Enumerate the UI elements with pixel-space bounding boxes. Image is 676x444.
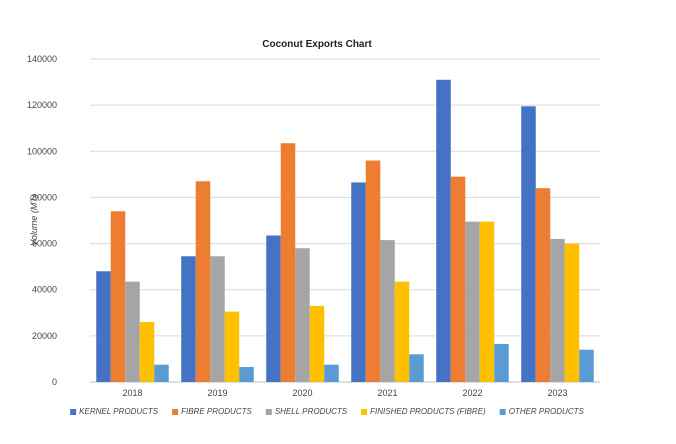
x-tick-label: 2021 xyxy=(377,388,397,398)
bar xyxy=(324,364,339,382)
bar xyxy=(266,235,281,382)
bar xyxy=(479,221,495,382)
legend-item: OTHER PRODUCTS xyxy=(499,407,585,416)
legend-item: FINISHED PRODUCTS (FIBRE) xyxy=(361,407,486,416)
y-tick-label: 120000 xyxy=(27,100,57,110)
bar xyxy=(465,221,480,382)
bar xyxy=(224,311,240,382)
bar xyxy=(181,256,196,382)
y-axis-title: Volume (MT) xyxy=(29,194,39,246)
legend-item: FIBRE PRODUCTS xyxy=(172,407,252,416)
y-tick-label: 80000 xyxy=(32,192,57,202)
bar xyxy=(409,354,424,382)
bar xyxy=(280,143,296,382)
legend-swatch xyxy=(361,409,368,415)
legend-item: KERNEL PRODUCTS xyxy=(70,407,159,416)
bar xyxy=(125,281,140,382)
chart-title: Coconut Exports Chart xyxy=(262,39,372,50)
bars xyxy=(96,79,594,383)
legend-swatch xyxy=(499,409,506,415)
legend-swatch xyxy=(172,409,179,415)
y-tick-label: 140000 xyxy=(27,54,57,64)
bar xyxy=(550,238,565,382)
bar xyxy=(210,256,225,382)
bar xyxy=(309,305,325,382)
x-tick-label: 2019 xyxy=(207,388,227,398)
legend-label: OTHER PRODUCTS xyxy=(509,407,585,416)
bar xyxy=(494,343,509,382)
x-tick-label: 2018 xyxy=(122,388,142,398)
y-axis-ticks: 0 20000 40000 60000 80000 100000 120000 140000 xyxy=(27,54,57,387)
bar xyxy=(351,182,366,382)
y-tick-label: 100000 xyxy=(27,146,57,156)
y-tick-label: 20000 xyxy=(32,331,57,341)
legend-label: SHELL PRODUCTS xyxy=(275,407,348,416)
bar xyxy=(365,160,381,382)
bar xyxy=(139,322,155,382)
legend-label: KERNEL PRODUCTS xyxy=(79,407,159,416)
x-tick-label: 2020 xyxy=(292,388,312,398)
bar xyxy=(380,240,395,382)
bar xyxy=(521,106,536,383)
legend: KERNEL PRODUCTS FIBRE PRODUCTS SHELL PRODU… xyxy=(70,407,584,416)
x-tick-label: 2023 xyxy=(547,388,567,398)
y-tick-label: 0 xyxy=(52,377,57,387)
bar xyxy=(96,271,111,382)
legend-swatch xyxy=(70,409,77,415)
y-tick-label: 60000 xyxy=(32,239,57,249)
legend-label: FIBRE PRODUCTS xyxy=(181,407,252,416)
legend-item: SHELL PRODUCTS xyxy=(265,407,348,416)
bar xyxy=(295,248,310,382)
bar xyxy=(110,211,126,382)
bar xyxy=(535,188,551,382)
bar xyxy=(564,243,580,382)
y-tick-label: 40000 xyxy=(32,285,57,295)
bar xyxy=(436,79,451,382)
bar xyxy=(394,281,410,382)
x-axis-ticks: 2018 2019 2020 2021 2022 2023 xyxy=(122,388,567,398)
gridlines xyxy=(90,58,600,383)
bar xyxy=(579,349,594,382)
bar xyxy=(239,367,254,382)
legend-label: FINISHED PRODUCTS (FIBRE) xyxy=(370,407,486,416)
bar xyxy=(154,364,169,382)
x-tick-label: 2022 xyxy=(462,388,482,398)
bar xyxy=(450,176,466,382)
bar xyxy=(195,181,211,382)
legend-swatch xyxy=(265,409,272,415)
